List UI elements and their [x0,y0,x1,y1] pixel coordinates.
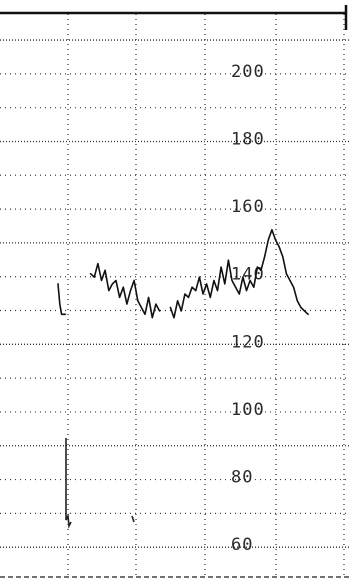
y-tick-label: 140 [231,265,265,285]
grid [0,5,350,578]
y-tick-label: 60 [231,535,253,555]
y-tick-label: 120 [231,332,265,352]
artifacts [65,438,135,529]
series-line-segment-3 [169,229,309,319]
series [57,229,309,319]
y-tick-label: 100 [231,400,265,420]
y-tick-label: 80 [231,468,253,488]
series-line-segment-2 [89,262,161,319]
y-tick-labels: 200 180 160 140 120 100 80 60 [231,62,265,555]
y-tick-label: 180 [231,129,265,149]
y-tick-label: 200 [231,62,265,82]
y-tick-label: 160 [231,197,265,217]
signal-artifact-dot [131,515,135,523]
series-line-segment-1 [57,283,67,316]
signal-artifact [65,438,72,529]
